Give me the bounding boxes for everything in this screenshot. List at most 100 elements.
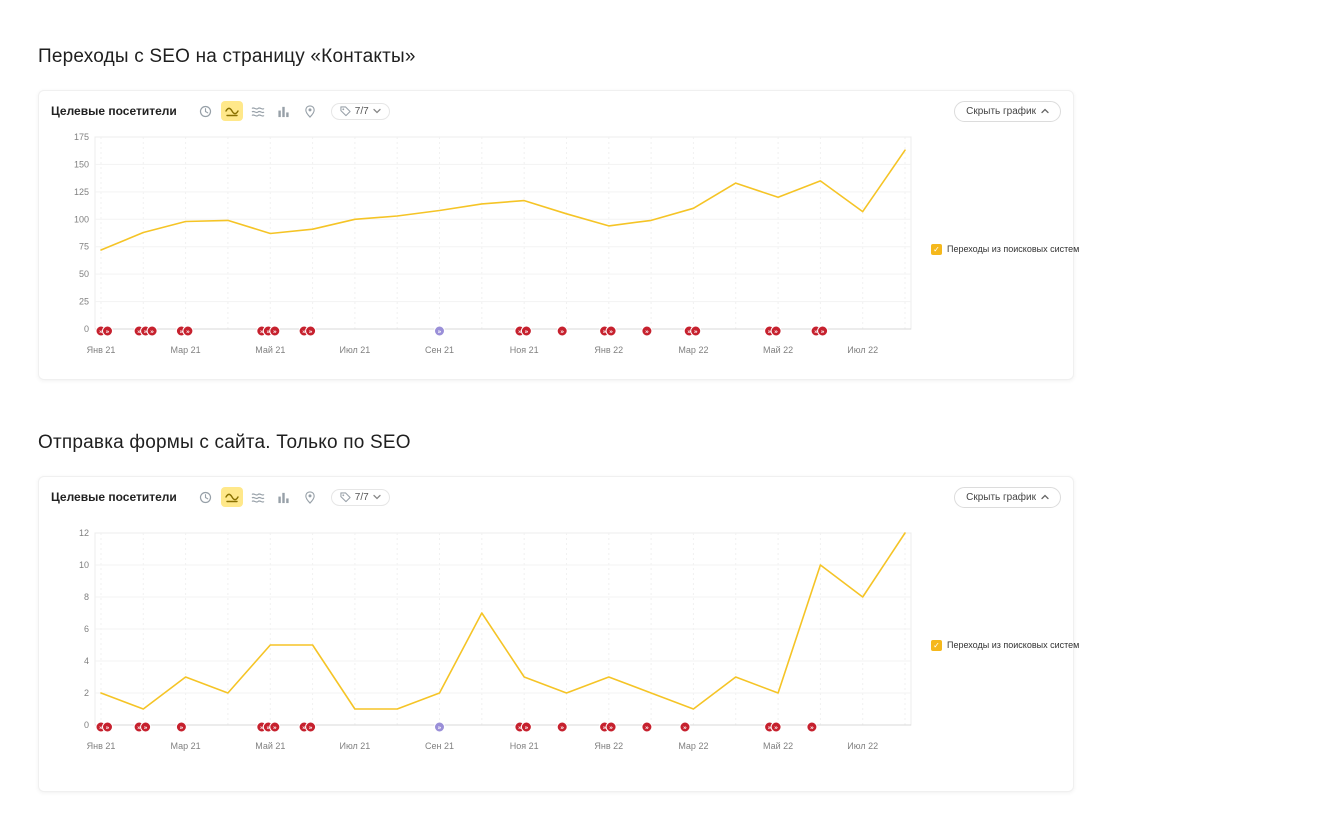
- chart-type-toolbar: [195, 101, 321, 121]
- svg-text:»: »: [266, 329, 270, 336]
- line-chart-icon[interactable]: [220, 487, 243, 507]
- conversion-clock-icon[interactable]: [195, 487, 217, 507]
- svg-text:»: »: [603, 725, 607, 732]
- goals-filter-dropdown[interactable]: 7/7: [330, 488, 390, 506]
- svg-text:»: »: [518, 725, 522, 732]
- svg-text:12: 12: [79, 528, 89, 538]
- area-chart-icon[interactable]: [247, 101, 269, 121]
- svg-text:75: 75: [79, 242, 89, 252]
- svg-text:»: »: [609, 725, 613, 732]
- goals-filter-value: 7/7: [354, 105, 369, 117]
- line-chart-icon[interactable]: [220, 101, 243, 121]
- svg-text:»: »: [774, 329, 778, 336]
- conversion-clock-icon[interactable]: [195, 101, 217, 121]
- hide-chart-button[interactable]: Скрыть график: [954, 486, 1061, 508]
- svg-text:»: »: [524, 725, 528, 732]
- svg-text:Ноя 21: Ноя 21: [510, 345, 539, 355]
- svg-text:»: »: [560, 725, 564, 732]
- svg-text:Май 22: Май 22: [763, 741, 793, 751]
- chart-section-forms: Отправка формы с сайта. Только по SEO Це…: [38, 432, 1340, 792]
- svg-text:»: »: [273, 329, 277, 336]
- svg-text:»: »: [438, 329, 442, 336]
- svg-text:Янв 22: Янв 22: [594, 345, 623, 355]
- chevron-down-icon: [373, 108, 381, 114]
- svg-text:»: »: [814, 329, 818, 336]
- svg-text:»: »: [99, 725, 103, 732]
- page: Переходы с SEO на страницу «Контакты» Це…: [38, 46, 1340, 792]
- legend-checkbox[interactable]: ✓: [931, 639, 942, 651]
- svg-text:»: »: [309, 725, 313, 732]
- metric-label: Целевые посетители: [51, 104, 177, 118]
- tag-icon: [340, 491, 351, 502]
- hide-chart-label: Скрыть график: [966, 491, 1036, 503]
- svg-text:50: 50: [79, 269, 89, 279]
- metric-card: Целевые посетители: [38, 90, 1079, 380]
- svg-text:»: »: [302, 725, 306, 732]
- svg-text:»: »: [768, 329, 772, 336]
- chevron-up-icon: [1041, 494, 1049, 500]
- svg-text:2: 2: [84, 688, 89, 698]
- svg-text:»: »: [645, 725, 649, 732]
- svg-text:»: »: [179, 725, 183, 732]
- svg-text:»: »: [609, 329, 613, 336]
- svg-text:»: »: [774, 725, 778, 732]
- tag-icon: [340, 105, 351, 116]
- chart-type-toolbar: [195, 487, 321, 507]
- svg-text:»: »: [603, 329, 607, 336]
- goals-filter-dropdown[interactable]: 7/7: [330, 102, 390, 120]
- svg-text:Июл 21: Июл 21: [340, 345, 371, 355]
- svg-text:»: »: [768, 725, 772, 732]
- legend-label: Переходы из поисковых систем: [947, 640, 1080, 650]
- svg-text:»: »: [687, 329, 691, 336]
- svg-text:150: 150: [74, 159, 89, 169]
- section-title: Отправка формы с сайта. Только по SEO: [38, 432, 411, 453]
- svg-text:»: »: [524, 329, 528, 336]
- svg-text:Сен 21: Сен 21: [425, 741, 454, 751]
- bar-chart-icon[interactable]: [273, 487, 295, 507]
- line-chart[interactable]: 0 25 50 75 100 125 150 175 Янв 21 Мар 21 Май 21 Июл…: [47, 129, 927, 369]
- svg-text:125: 125: [74, 187, 89, 197]
- svg-text:»: »: [144, 329, 148, 336]
- svg-text:4: 4: [84, 656, 89, 666]
- metric-label: Целевые посетители: [51, 490, 177, 504]
- card-header: Целевые посетители: [39, 477, 1073, 513]
- svg-text:»: »: [560, 329, 564, 336]
- svg-text:»: »: [260, 329, 264, 336]
- hide-chart-label: Скрыть график: [966, 105, 1036, 117]
- svg-text:Ноя 21: Ноя 21: [510, 741, 539, 751]
- svg-text:Янв 21: Янв 21: [87, 741, 116, 751]
- svg-text:Май 21: Май 21: [255, 741, 285, 751]
- chevron-up-icon: [1041, 108, 1049, 114]
- svg-text:»: »: [309, 329, 313, 336]
- svg-text:Мар 21: Мар 21: [171, 741, 201, 751]
- svg-text:Май 22: Май 22: [763, 345, 793, 355]
- svg-text:0: 0: [84, 720, 89, 730]
- svg-text:»: »: [273, 725, 277, 732]
- area-chart-icon[interactable]: [247, 487, 269, 507]
- card-header: Целевые посетители: [39, 91, 1073, 127]
- svg-text:Июл 22: Июл 22: [847, 741, 878, 751]
- map-pin-icon[interactable]: [299, 101, 321, 121]
- svg-text:»: »: [186, 329, 190, 336]
- svg-text:8: 8: [84, 592, 89, 602]
- svg-text:»: »: [821, 329, 825, 336]
- line-chart[interactable]: 0 2 4 6 8 10 12 Янв 21 Мар 21 Май 21 Июл 21 Сен 21 Н…: [47, 525, 927, 765]
- bar-chart-icon[interactable]: [273, 101, 295, 121]
- card-body: 0 2 4 6 8 10 12 Янв 21 Мар 21 Май 21 Июл 21 Сен 21 Н…: [39, 513, 1079, 791]
- chart-legend: ✓ Переходы из поисковых систем: [931, 639, 1080, 651]
- svg-text:»: »: [645, 329, 649, 336]
- svg-text:Янв 21: Янв 21: [87, 345, 116, 355]
- chart-section-contacts: Переходы с SEO на страницу «Контакты» Це…: [38, 46, 1340, 380]
- svg-text:25: 25: [79, 297, 89, 307]
- svg-text:»: »: [683, 725, 687, 732]
- svg-text:10: 10: [79, 560, 89, 570]
- map-pin-icon[interactable]: [299, 487, 321, 507]
- svg-text:Июл 22: Июл 22: [847, 345, 878, 355]
- svg-text:»: »: [260, 725, 264, 732]
- svg-text:»: »: [99, 329, 103, 336]
- svg-text:0: 0: [84, 324, 89, 334]
- hide-chart-button[interactable]: Скрыть график: [954, 100, 1061, 122]
- svg-text:Сен 21: Сен 21: [425, 345, 454, 355]
- legend-checkbox[interactable]: ✓: [931, 243, 942, 255]
- svg-text:»: »: [438, 725, 442, 732]
